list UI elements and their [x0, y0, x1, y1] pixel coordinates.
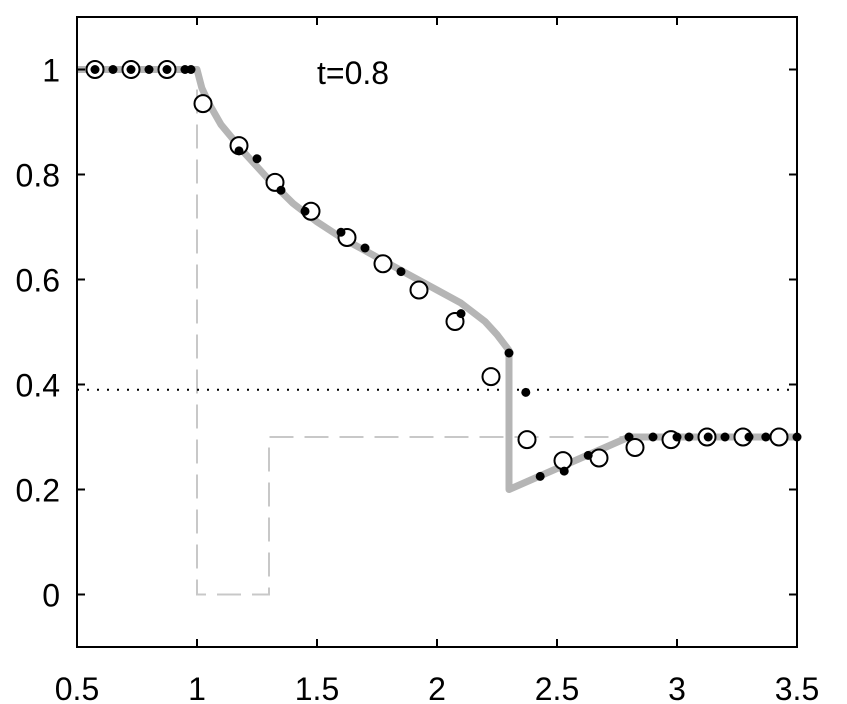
- filled-dot-point: [144, 65, 154, 74]
- axis-ticks: [76, 17, 798, 647]
- x-tick-label: 3: [668, 671, 686, 704]
- filled-dot-point: [162, 65, 172, 74]
- y-tick-label: 0.2: [16, 473, 60, 509]
- open-circle-point: [589, 448, 609, 468]
- filled-dot-point: [521, 387, 531, 397]
- plot-background: [77, 17, 797, 647]
- open-circle-point: [625, 438, 645, 457]
- filled-dot-point: [583, 450, 593, 460]
- filled-dot-point: [186, 65, 196, 74]
- x-tick-label: 2.5: [535, 671, 579, 704]
- filled-dot-point: [703, 432, 713, 442]
- series-line-0: [77, 66, 797, 493]
- filled-dot-point: [252, 154, 262, 164]
- filled-dot-point: [300, 206, 310, 216]
- open-circle-point: [481, 367, 501, 387]
- open-circle-point: [769, 427, 789, 447]
- series-markers: [85, 60, 802, 481]
- open-circle-point: [373, 254, 393, 274]
- open-circle-point: [553, 451, 573, 471]
- filled-dot-point: [744, 432, 754, 442]
- x-tick-label: 1: [188, 671, 206, 704]
- y-tick-label: 0.4: [16, 368, 60, 404]
- tick-labels: 0.5 1 1.5 2 2.5 3 3.5 0 0.2 0.4 0.6 0.8 1: [16, 53, 820, 704]
- filled-dot-point: [234, 146, 244, 156]
- filled-dot-point: [90, 65, 100, 74]
- filled-dot-point: [535, 471, 545, 481]
- filled-dot-point: [276, 185, 286, 195]
- filled-dot-point: [108, 65, 118, 74]
- x-tick-label: 0.5: [55, 671, 99, 704]
- time-annotation: t=0.8: [317, 55, 389, 91]
- filled-dot-point: [559, 466, 569, 476]
- filled-dot-point: [672, 432, 682, 442]
- filled-dot-point: [720, 432, 730, 442]
- filled-dot-point: [360, 243, 370, 253]
- open-circle-point: [517, 430, 537, 450]
- filled-dot-point: [761, 432, 771, 442]
- x-tick-label: 2: [428, 671, 446, 704]
- series-lines: [77, 66, 797, 596]
- filled-dot-point: [624, 432, 634, 442]
- x-tick-label: 1.5: [295, 671, 339, 704]
- filled-dot-point: [684, 432, 694, 442]
- y-tick-label: 1: [42, 53, 60, 89]
- filled-dot-point: [504, 348, 514, 358]
- y-tick-label: 0.6: [16, 263, 60, 299]
- filled-dot-point: [126, 65, 136, 74]
- series-line-1: [77, 68, 797, 596]
- filled-dot-point: [336, 227, 346, 237]
- x-tick-label: 3.5: [775, 671, 819, 704]
- open-circle-point: [193, 94, 213, 114]
- filled-dot-point: [648, 432, 658, 442]
- y-tick-label: 0.8: [16, 158, 60, 194]
- y-tick-label: 0: [42, 578, 60, 614]
- filled-dot-point: [456, 309, 466, 319]
- filled-dot-point: [396, 267, 406, 277]
- open-circle-point: [409, 280, 429, 300]
